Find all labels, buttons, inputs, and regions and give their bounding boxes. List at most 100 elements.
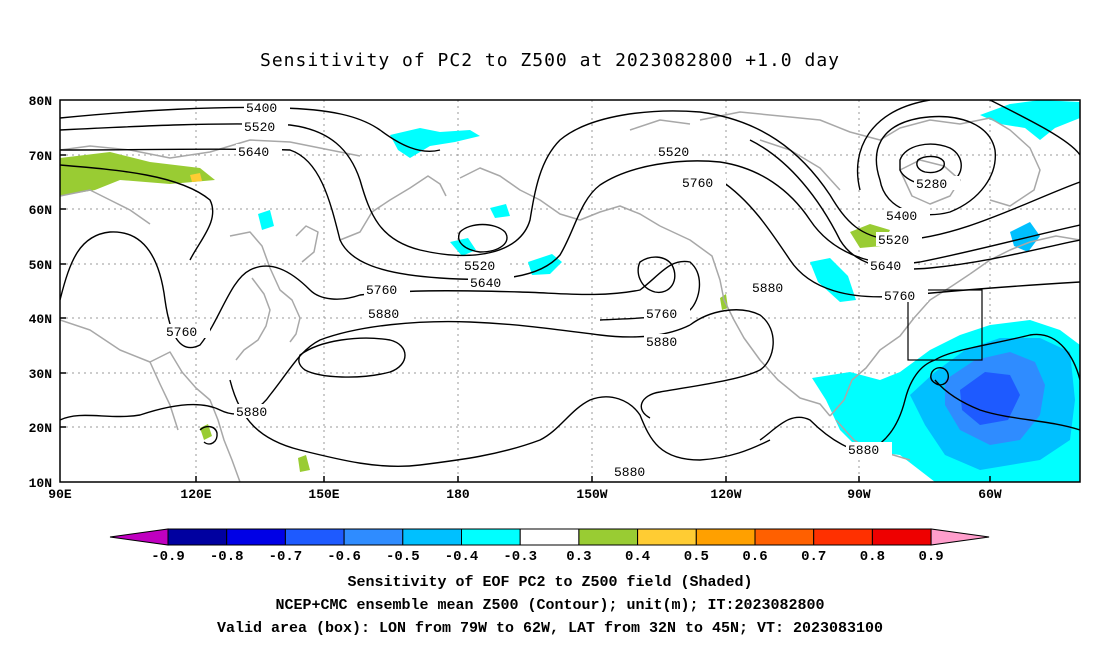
caption-contour: NCEP+CMC ensemble mean Z500 (Contour); u… (275, 597, 825, 614)
caption-valid-area: Valid area (box): LON from 79W to 62W, L… (216, 620, 884, 637)
lat-label-30n: 30N (29, 367, 52, 382)
caption-shaded: Sensitivity of EOF PC2 to Z500 field (Sh… (347, 574, 753, 591)
colorbar: -0.9 -0.8 -0.7 -0.6 -0.5 -0.4 -0.3 0.3 0.4 0.5 0.6… (109, 528, 990, 565)
colorbar-swatch (637, 528, 697, 546)
negative-shading-alaska (490, 204, 510, 218)
colorbar-high-triangle (930, 528, 990, 546)
colorbar-label: 0.8 (860, 549, 885, 565)
contour-label-5760-east-pacific: 5760 (646, 307, 677, 322)
lon-label-180: 180 (446, 487, 470, 502)
contour-label-5880-pacific: 5880 (368, 307, 399, 322)
contour-label-5520-pacific: 5520 (464, 259, 495, 274)
colorbar-swatch (871, 528, 932, 546)
contour-5520-east (856, 100, 1080, 191)
contour-label-5640-west: 5640 (238, 145, 269, 160)
negative-shading-bering (450, 238, 476, 256)
contour-5880-south (229, 379, 771, 468)
contour-label-5880-america: 5880 (752, 281, 783, 296)
contour-label-5280: 5280 (916, 177, 947, 192)
colorbar-swatch (402, 528, 462, 546)
lat-label-50n: 50N (29, 258, 52, 273)
lon-label-90e: 90E (48, 487, 72, 502)
colorbar-label: -0.5 (386, 549, 420, 565)
negative-shading-atlantic-core (960, 372, 1020, 425)
colorbar-label: -0.6 (327, 549, 361, 565)
contour-label-5880-east-pacific: 5880 (646, 335, 677, 350)
contour-label-5760-asia: 5760 (166, 325, 197, 340)
colorbar-label: -0.8 (210, 549, 244, 565)
lat-label-10n: 10N (29, 476, 52, 491)
lat-label-80n: 80N (29, 94, 52, 109)
contour-label-5520-east: 5520 (878, 233, 909, 248)
contour-5760-west (60, 231, 701, 349)
colorbar-label: -0.9 (151, 549, 185, 565)
contour-label-5640-east: 5640 (870, 259, 901, 274)
contour-5880-loop (298, 337, 406, 378)
colorbar-label: 0.4 (625, 549, 650, 565)
positive-shading-siberia-core (190, 173, 202, 182)
contour-5400-west (60, 106, 441, 152)
contour-label-5640-pacific: 5640 (470, 276, 501, 291)
lon-label-150w: 150W (576, 487, 607, 502)
contour-label-5400-east: 5400 (886, 209, 917, 224)
lat-label-20n: 20N (29, 421, 52, 436)
contour-5760-hook (637, 256, 676, 294)
negative-shading-pacific (528, 254, 562, 275)
negative-shading-canada (810, 258, 856, 302)
colorbar-label: -0.3 (503, 549, 537, 565)
contour-5760-inner (60, 164, 214, 261)
colorbar-swatch (284, 528, 345, 546)
negative-shading-arctic (390, 128, 480, 158)
contour-5280 (899, 143, 962, 187)
contour-5880-loop-small (199, 425, 218, 445)
colorbar-swatch (754, 528, 815, 546)
contour-5760-east (719, 179, 1080, 298)
contour-label-5880-caribbean: 5880 (848, 443, 879, 458)
lat-label-70n: 70N (29, 149, 52, 164)
graticule (60, 100, 1080, 482)
colorbar-swatch (461, 528, 521, 546)
lon-label-120e: 120E (180, 487, 211, 502)
colorbar-swatch (519, 528, 580, 546)
lon-label-150e: 150E (308, 487, 339, 502)
colorbar-label: -0.4 (445, 549, 479, 565)
valid-area-box (907, 289, 983, 361)
colorbar-swatch (813, 528, 873, 546)
contour-high-center (930, 367, 949, 386)
plot-title: Sensitivity of PC2 to Z500 at 2023082800… (259, 50, 840, 71)
contour-label-5760-pacific: 5760 (366, 283, 397, 298)
axis-ticks (60, 154, 991, 482)
lon-label-60w: 60W (978, 487, 1002, 502)
positive-shading-tropics-3 (720, 294, 728, 310)
contour-label-5760-east: 5760 (884, 289, 915, 304)
contour-5880-east (640, 309, 774, 419)
contour-low-centre-east (916, 155, 945, 174)
contour-label-5400-west: 5400 (246, 101, 277, 116)
colorbar-swatch (226, 528, 286, 546)
colorbar-swatch (578, 528, 639, 546)
lon-label-120w: 120W (710, 487, 741, 502)
contour-5520-east-2 (699, 111, 1080, 241)
colorbar-label: 0.3 (566, 549, 591, 565)
lon-label-90w: 90W (847, 487, 871, 502)
colorbar-label: 0.9 (918, 549, 943, 565)
contour-label-5520-west: 5520 (244, 120, 275, 135)
colorbar-swatch (167, 528, 228, 546)
colorbar-label: 0.7 (801, 549, 826, 565)
positive-shading-tropics-2 (298, 455, 310, 472)
negative-shading-japan (258, 210, 274, 230)
contour-low-center (458, 223, 508, 253)
contour-5880-asia (60, 320, 691, 421)
colorbar-label: -0.7 (269, 549, 303, 565)
colorbar-swatch (695, 528, 756, 546)
lat-label-40n: 40N (29, 312, 52, 327)
contour-label-5760-north: 5760 (682, 176, 713, 191)
coastlines (60, 111, 1080, 482)
negative-shading-labrador (1010, 222, 1040, 252)
lat-label-60n: 60N (29, 203, 52, 218)
latitude-labels: 80N 70N 60N 50N 40N 30N 20N 10N (29, 94, 52, 491)
contour-label-5880-south: 5880 (614, 465, 645, 480)
contour-5640-west (60, 148, 1080, 281)
colorbar-low-triangle (109, 528, 169, 546)
